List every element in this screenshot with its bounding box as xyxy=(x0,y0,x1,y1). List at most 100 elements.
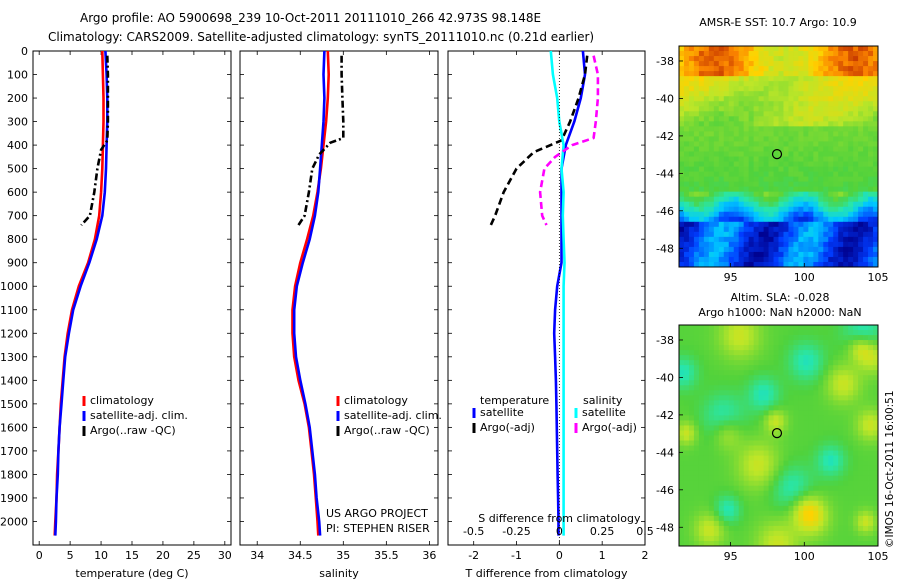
map-cell xyxy=(753,350,760,356)
map-cell xyxy=(823,425,829,431)
map-cell xyxy=(718,156,725,162)
map-cell xyxy=(868,226,874,233)
map-cell xyxy=(753,485,760,492)
map-cell xyxy=(853,340,859,346)
map-cell xyxy=(698,385,705,391)
map-cell xyxy=(763,206,769,213)
map-cell xyxy=(698,136,705,142)
map-cell xyxy=(838,495,844,502)
map-cell xyxy=(828,455,834,462)
map-cell xyxy=(823,186,829,193)
map-cell xyxy=(718,365,725,371)
map-cell xyxy=(708,181,715,188)
map-cell xyxy=(733,480,740,487)
map-cell xyxy=(683,166,690,172)
map-cell xyxy=(703,460,710,467)
map-cell xyxy=(848,495,854,502)
map-cell xyxy=(808,360,814,366)
map-cell xyxy=(753,510,760,517)
map-cell xyxy=(818,256,824,263)
map-cell xyxy=(733,440,740,446)
map-cell xyxy=(698,126,705,132)
map-cell xyxy=(683,186,690,193)
map-cell xyxy=(733,176,740,183)
map-cell xyxy=(858,345,864,351)
map-cell xyxy=(818,81,824,87)
map-cell xyxy=(703,91,710,97)
map-cell xyxy=(683,91,690,97)
lat-tick-label: -42 xyxy=(656,409,674,422)
map-cell xyxy=(738,256,745,263)
map-cell xyxy=(863,121,869,127)
map-cell xyxy=(803,380,809,386)
map-cell xyxy=(753,201,760,208)
map-cell xyxy=(733,405,740,411)
map-cell xyxy=(683,86,690,92)
map-cell xyxy=(838,460,844,467)
map-cell xyxy=(808,176,814,183)
map-cell xyxy=(763,465,769,472)
map-cell xyxy=(848,46,854,52)
map-cell xyxy=(723,465,730,472)
map-cell xyxy=(843,191,849,198)
map-cell xyxy=(843,81,849,87)
map-cell xyxy=(778,350,784,356)
map-cell xyxy=(848,131,854,137)
map-cell xyxy=(793,216,799,223)
map-cell xyxy=(743,216,750,223)
map-cell xyxy=(778,440,784,446)
map-cell xyxy=(723,350,730,356)
map-cell xyxy=(679,340,685,346)
map-cell xyxy=(783,246,789,253)
map-cell xyxy=(743,375,750,381)
map-cell xyxy=(679,201,685,208)
map-cell xyxy=(693,76,700,82)
map-cell xyxy=(693,256,700,263)
map-cell xyxy=(733,146,740,152)
map-cell xyxy=(788,126,794,132)
map-cell xyxy=(713,535,720,542)
map-cell xyxy=(683,455,690,462)
map-cell xyxy=(833,385,839,391)
map-cell xyxy=(808,435,814,441)
map-cell xyxy=(693,241,700,248)
map-cell xyxy=(778,201,784,208)
map-cell xyxy=(863,81,869,87)
map-cell xyxy=(873,455,878,462)
map-cell xyxy=(828,330,834,336)
map-cell xyxy=(783,530,789,537)
map-cell xyxy=(758,86,764,92)
map-cell xyxy=(813,196,819,203)
map-cell xyxy=(833,141,839,147)
map-cell xyxy=(688,510,695,517)
map-cell xyxy=(718,56,725,62)
map-cell xyxy=(863,66,869,72)
map-cell xyxy=(873,86,878,92)
map-cell xyxy=(783,141,789,147)
map-cell xyxy=(683,525,690,532)
map-cell xyxy=(703,51,710,57)
map-cell xyxy=(708,395,715,401)
map-cell xyxy=(743,430,750,436)
map-cell xyxy=(858,465,864,472)
map-cell xyxy=(798,96,804,102)
map-cell xyxy=(718,91,725,97)
map-cell xyxy=(768,500,774,507)
map-cell xyxy=(848,126,854,132)
map-cell xyxy=(688,340,695,346)
map-cell xyxy=(713,465,720,472)
map-cell xyxy=(728,435,735,441)
map-cell xyxy=(788,425,794,431)
map-cell xyxy=(783,96,789,102)
s-tick-label: 0.5 xyxy=(636,525,654,538)
map-cell xyxy=(753,385,760,391)
map-cell xyxy=(818,505,824,512)
map-cell xyxy=(818,470,824,477)
map-cell xyxy=(788,116,794,122)
map-cell xyxy=(838,136,844,142)
map-cell xyxy=(793,101,799,107)
map-cell xyxy=(728,410,735,416)
map-cell xyxy=(763,101,769,107)
map-cell xyxy=(823,71,829,77)
map-cell xyxy=(803,91,809,97)
